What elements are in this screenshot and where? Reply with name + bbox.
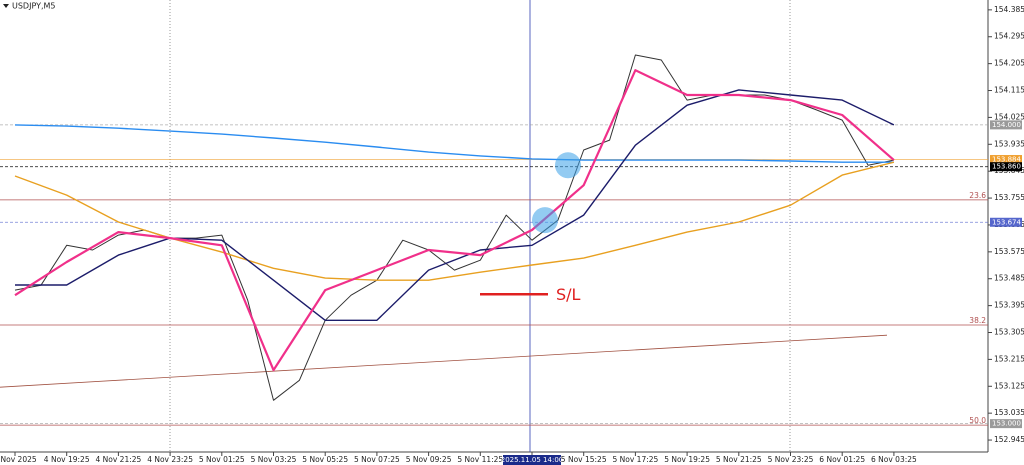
level-label-box bbox=[990, 162, 1022, 172]
level-label-box bbox=[990, 155, 1022, 165]
x-tick-label: 5 Nov 17:25 bbox=[613, 455, 659, 464]
level-label-box bbox=[990, 419, 1022, 429]
trendline bbox=[0, 334, 888, 388]
x-tick-label: 5 Nov 09:25 bbox=[406, 455, 452, 464]
x-tick-label: 5 Nov 23:25 bbox=[768, 455, 814, 464]
entry-marker bbox=[532, 207, 558, 234]
y-tick-label: 154.385 bbox=[994, 5, 1024, 14]
fib-label: 23.6 bbox=[969, 191, 986, 200]
x-tick-label: 5 Nov 15:25 bbox=[561, 455, 607, 464]
symbol-menu-icon[interactable] bbox=[3, 4, 9, 8]
y-tick-label: 153.485 bbox=[994, 274, 1024, 283]
y-tick-label: 153.755 bbox=[994, 193, 1024, 202]
moving-average bbox=[14, 124, 894, 163]
x-tick-label: 5 Nov 11:25 bbox=[457, 455, 503, 464]
y-tick-label: 153.215 bbox=[994, 354, 1024, 363]
x-tick-label: 5 Nov 21:25 bbox=[716, 455, 762, 464]
entry-marker bbox=[555, 152, 581, 179]
y-tick-label: 153.395 bbox=[994, 301, 1024, 310]
moving-average bbox=[14, 69, 895, 372]
crosshair-label-box bbox=[503, 455, 561, 465]
x-tick-label: 4 Nov 21:25 bbox=[96, 455, 142, 464]
stop-loss-label: S/L bbox=[556, 285, 581, 304]
x-tick-label: 6 Nov 03:25 bbox=[871, 455, 917, 464]
chart-title: USDJPY,M5 bbox=[12, 2, 56, 11]
fib-label: 50.0 bbox=[969, 416, 986, 425]
level-label-box bbox=[990, 217, 1022, 227]
level-label: 153.674 bbox=[992, 218, 1021, 226]
level-label: 153.884 bbox=[992, 156, 1021, 164]
y-tick-label: 152.945 bbox=[994, 435, 1024, 444]
level-label: 154.000 bbox=[992, 121, 1021, 129]
x-tick-label: 6 Nov 01:25 bbox=[819, 455, 865, 464]
level-label: 153.000 bbox=[992, 420, 1021, 428]
x-tick-label: 4 Nov 23:25 bbox=[147, 455, 193, 464]
moving-average bbox=[15, 89, 895, 321]
y-tick-label: 153.035 bbox=[994, 408, 1024, 417]
x-tick-label: 5 Nov 03:25 bbox=[251, 455, 297, 464]
y-tick-label: 153.935 bbox=[994, 139, 1024, 148]
x-tick-label: 5 Nov 19:25 bbox=[664, 455, 710, 464]
x-tick-label: 5 Nov 07:25 bbox=[354, 455, 400, 464]
y-tick-label: 154.115 bbox=[994, 86, 1024, 95]
x-tick-label: 4 Nov 19:25 bbox=[44, 455, 90, 464]
y-tick-label: 153.575 bbox=[994, 247, 1024, 256]
fib-label: 38.2 bbox=[969, 316, 986, 325]
y-tick-label: 154.025 bbox=[994, 112, 1024, 121]
x-tick-label: 4 Nov 2025 bbox=[0, 455, 37, 464]
moving-average bbox=[14, 161, 895, 281]
y-tick-label: 154.295 bbox=[994, 32, 1024, 41]
x-tick-label: 5 Nov 05:25 bbox=[302, 455, 348, 464]
y-tick-label: 153.305 bbox=[994, 328, 1024, 337]
crosshair-label: 2025.11.05 14:00 bbox=[501, 456, 563, 464]
x-tick-label: 5 Nov 01:25 bbox=[199, 455, 245, 464]
level-label: 153.860 bbox=[992, 163, 1021, 171]
y-tick-label: 153.125 bbox=[994, 381, 1024, 390]
y-tick-label: 154.205 bbox=[994, 59, 1024, 68]
level-label-box bbox=[990, 120, 1022, 130]
